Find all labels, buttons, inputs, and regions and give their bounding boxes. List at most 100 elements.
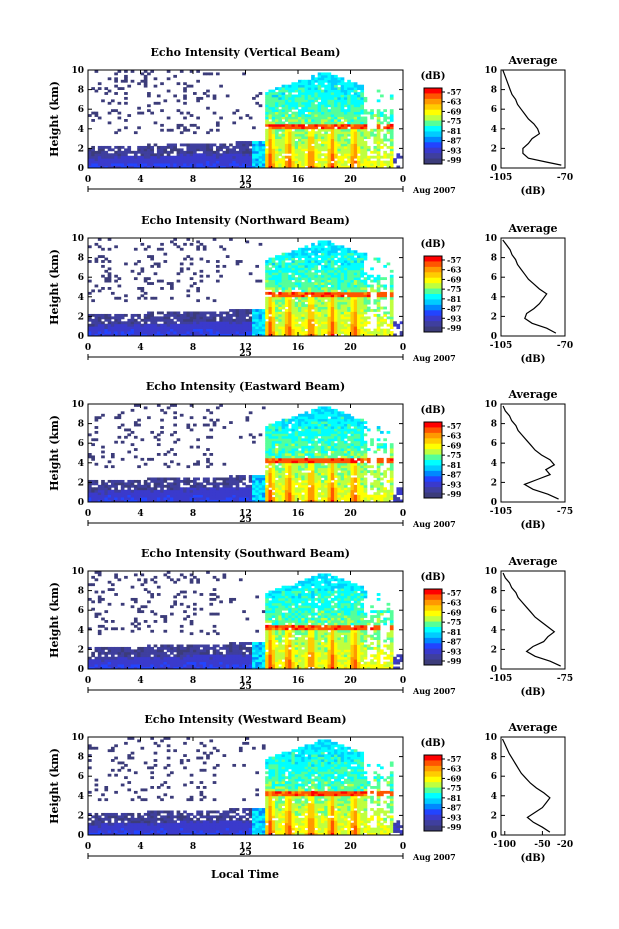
heatmap-cell <box>353 148 358 152</box>
heatmap-cell <box>370 150 374 154</box>
heatmap-cell <box>120 497 125 500</box>
heatmap-cell <box>307 264 312 268</box>
heatmap-cell <box>360 136 365 139</box>
heatmap-cell <box>327 77 332 81</box>
heatmap-cell <box>350 326 355 330</box>
heatmap-cell <box>281 423 286 427</box>
heatmap-cell <box>193 158 197 162</box>
heatmap-cell <box>386 311 391 315</box>
heatmap-cell <box>133 423 138 427</box>
heatmap-cell <box>199 497 204 500</box>
heatmap-cell <box>281 453 286 456</box>
heatmap-cell <box>343 277 348 281</box>
heatmap-cell <box>320 272 325 276</box>
heatmap-cell <box>275 453 279 456</box>
heatmap-cell <box>110 484 115 488</box>
heatmap-cell <box>265 299 269 303</box>
heatmap-cell <box>281 443 286 447</box>
heatmap-cell <box>196 328 200 332</box>
heatmap-cell <box>91 492 95 496</box>
y-tick-label: 2 <box>78 312 84 322</box>
heatmap-cell <box>219 313 223 317</box>
heatmap-cell <box>278 260 282 263</box>
heatmap-cell <box>117 158 122 162</box>
heatmap-cell <box>383 160 387 164</box>
heatmap-cell <box>298 304 302 307</box>
heatmap-cell <box>189 445 194 449</box>
heatmap-cell <box>284 255 289 258</box>
heatmap-cell <box>235 143 240 147</box>
heatmap-cell <box>219 318 223 322</box>
heatmap-cell <box>314 96 319 100</box>
heatmap-cell <box>291 148 296 152</box>
heatmap-cell <box>156 482 161 486</box>
heatmap-cell <box>298 272 302 276</box>
heatmap-cell <box>94 257 99 261</box>
x-tick-label: 20 <box>344 175 357 185</box>
heatmap-cell <box>147 282 151 285</box>
heatmap-cell <box>353 82 358 86</box>
heatmap-cell <box>334 89 338 93</box>
heatmap-cell <box>340 321 345 325</box>
heatmap-cell <box>265 457 269 461</box>
colorbar-tick-label: -57 <box>447 255 461 265</box>
heatmap-cell <box>330 294 335 298</box>
heatmap-cell <box>189 160 194 164</box>
heatmap-cell <box>229 477 233 481</box>
heatmap-cell <box>340 309 345 312</box>
heatmap-cell <box>166 406 171 410</box>
heatmap-cell <box>127 499 132 503</box>
heatmap-cell <box>291 96 296 100</box>
heatmap-cell <box>301 84 305 88</box>
heatmap-cell <box>196 321 200 325</box>
heatmap-cell <box>150 155 155 159</box>
heatmap-cell <box>284 321 289 325</box>
heatmap-cell <box>304 260 309 263</box>
heatmap-cell <box>268 455 273 459</box>
heatmap-cell <box>347 323 351 327</box>
heatmap-cell <box>101 260 105 263</box>
heatmap-cell <box>396 155 401 159</box>
heatmap-cell <box>357 111 361 115</box>
heatmap-cell <box>307 126 312 130</box>
heatmap-cell <box>284 111 289 115</box>
heatmap-cell <box>314 484 319 488</box>
heatmap-cell <box>143 479 148 483</box>
heatmap-cell <box>284 450 289 454</box>
heatmap-cell <box>301 328 305 332</box>
heatmap-cell <box>291 299 296 303</box>
heatmap-cell <box>268 445 273 449</box>
heatmap-cell <box>147 158 151 162</box>
heatmap-cell <box>320 321 325 325</box>
heatmap-cell <box>281 279 286 283</box>
heatmap-cell <box>127 489 132 493</box>
heatmap-cell <box>176 126 181 130</box>
y-tick-label: 2 <box>78 144 84 154</box>
heatmap-cell <box>222 247 227 251</box>
heatmap-cell <box>156 489 161 493</box>
heatmap-cell <box>334 119 338 122</box>
heatmap-cell <box>314 126 319 130</box>
heatmap-cell <box>130 155 135 159</box>
heatmap-cell <box>304 309 309 312</box>
heatmap-cell <box>366 331 371 334</box>
heatmap-cell <box>340 250 345 254</box>
heatmap-cell <box>97 318 102 322</box>
heatmap-cell <box>399 331 404 334</box>
heatmap-cell <box>327 101 332 105</box>
heatmap-cell <box>311 467 315 471</box>
heatmap-cell <box>380 141 384 144</box>
heatmap-cell <box>268 301 273 305</box>
heatmap-cell <box>229 155 233 159</box>
heatmap-cell <box>360 323 365 327</box>
heatmap-cell <box>101 328 105 332</box>
heatmap-cell <box>327 316 332 320</box>
heatmap-cell <box>363 323 368 327</box>
heatmap-cell <box>281 421 286 424</box>
heatmap-cell <box>278 457 282 461</box>
heatmap-cell <box>288 428 292 432</box>
heatmap-cell <box>147 163 151 166</box>
heatmap-cell <box>232 328 237 332</box>
heatmap-cell <box>88 158 92 162</box>
heatmap-cell <box>166 333 171 337</box>
